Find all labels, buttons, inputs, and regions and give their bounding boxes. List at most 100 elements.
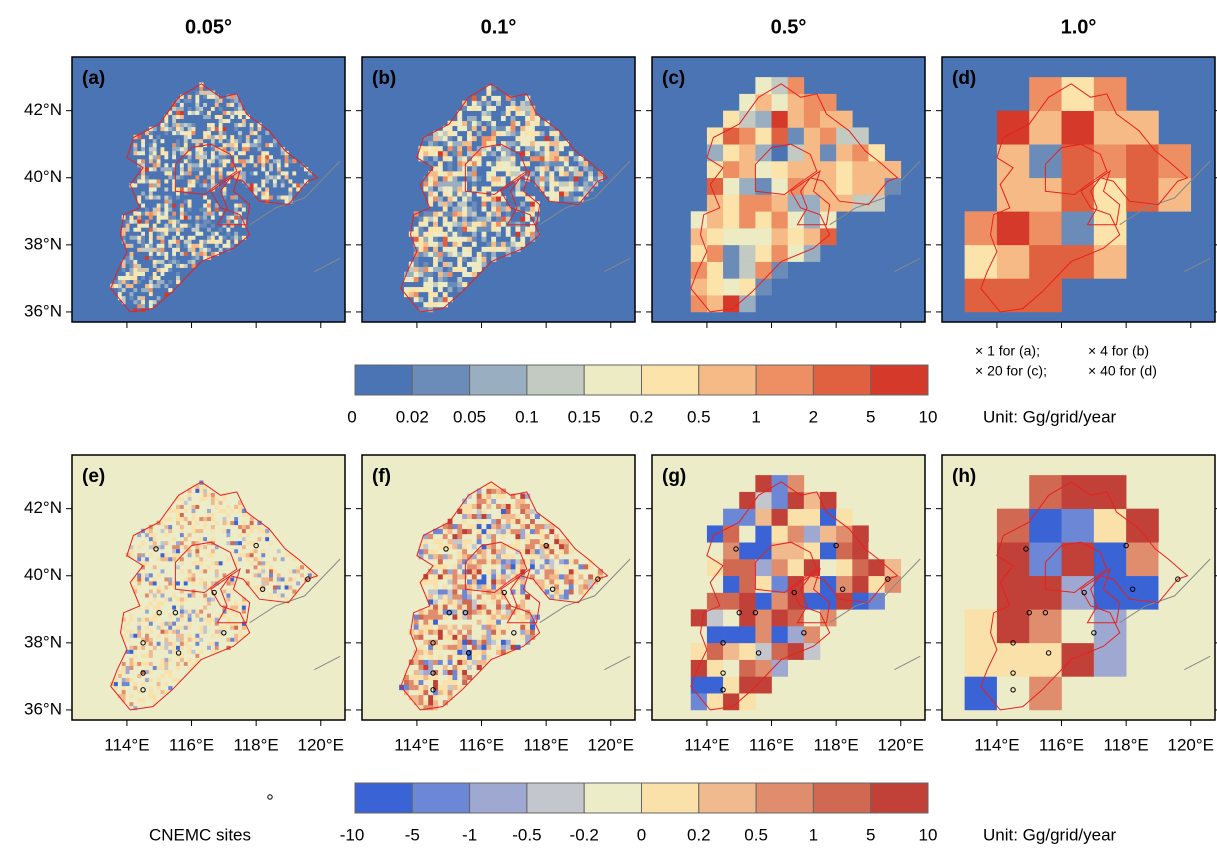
grid-cell <box>117 267 123 272</box>
grid-cell <box>125 223 130 228</box>
grid-cell <box>452 160 458 167</box>
grid-cell <box>272 589 278 594</box>
grid-cell <box>160 629 165 634</box>
grid-cell <box>160 665 165 670</box>
grid-cell <box>238 601 243 606</box>
grid-cell <box>471 256 477 262</box>
grid-cell <box>442 301 448 308</box>
grid-cell <box>199 609 204 614</box>
grid-cell <box>156 528 161 534</box>
grid-cell <box>554 166 560 172</box>
grid-cell <box>288 187 293 192</box>
grid-cell <box>241 211 247 216</box>
grid-cell <box>276 163 282 168</box>
grid-cell <box>187 114 192 120</box>
grid-cell <box>457 548 463 555</box>
grid-cell <box>218 239 223 244</box>
grid-cell <box>183 134 188 140</box>
grid-cell <box>530 166 536 172</box>
grid-cell <box>218 548 223 554</box>
grid-cell <box>137 150 142 156</box>
grid-cell <box>500 619 507 625</box>
grid-cell <box>457 538 463 545</box>
grid-cell <box>168 287 173 293</box>
grid-cell <box>568 181 574 187</box>
grid-cell <box>141 247 146 252</box>
grid-cell <box>452 523 458 530</box>
grid-cell <box>462 216 468 222</box>
grid-cell <box>152 287 157 293</box>
grid-cell <box>261 556 266 562</box>
grid-cell <box>284 585 289 590</box>
grid-cell <box>462 115 468 122</box>
grid-cell <box>238 565 243 570</box>
grid-cell <box>433 231 439 237</box>
grid-cell <box>226 110 231 115</box>
grid-cell <box>172 516 177 522</box>
grid-cell <box>203 492 208 497</box>
grid-cell <box>505 231 511 237</box>
grid-cell <box>160 689 165 695</box>
grid-cell <box>137 637 142 642</box>
grid-cell <box>203 585 208 590</box>
grid-cell <box>245 146 250 152</box>
grid-cell <box>505 115 511 122</box>
grid-cell <box>241 146 247 152</box>
grid-cell <box>257 158 262 164</box>
grid-cell <box>486 100 492 106</box>
grid-cell <box>253 536 258 542</box>
grid-cell <box>179 259 185 264</box>
grid-cell <box>191 211 196 216</box>
grid-cell <box>257 187 262 192</box>
grid-cell <box>238 146 243 152</box>
grid-cell <box>433 286 439 293</box>
grid-cell <box>179 569 185 574</box>
grid-cell <box>168 223 173 228</box>
grid-cell <box>261 150 266 156</box>
grid-cell <box>129 235 134 240</box>
grid-cell <box>442 246 448 252</box>
grid-cell <box>272 183 278 188</box>
grid-cell <box>195 150 200 156</box>
grid-cell <box>597 176 603 182</box>
grid-cell <box>214 500 219 505</box>
grid-cell <box>510 105 516 111</box>
grid-cell <box>481 246 487 252</box>
grid-cell <box>199 645 204 650</box>
grid-cell <box>413 659 419 665</box>
grid-cell <box>467 105 473 111</box>
grid-cell <box>265 167 270 172</box>
grid-cell <box>176 239 181 244</box>
grid-cell <box>530 130 536 137</box>
grid-cell <box>447 619 453 625</box>
grid-cell <box>214 118 219 124</box>
lat-label: 42°N <box>24 498 62 517</box>
grid-cell <box>467 216 473 222</box>
grid-cell <box>433 155 439 162</box>
grid-cell <box>249 520 254 526</box>
grid-cell <box>218 102 223 107</box>
grid-cell <box>203 484 208 489</box>
grid-cell <box>505 513 511 520</box>
grid-cell <box>505 100 511 106</box>
grid-cell <box>288 593 293 598</box>
region-boundary <box>174 143 238 196</box>
grid-cell <box>288 556 293 562</box>
grid-cell <box>152 279 157 285</box>
grid-cell <box>187 227 192 232</box>
grid-cell <box>496 251 502 257</box>
grid-cell <box>133 621 138 626</box>
grid-cell <box>176 279 181 285</box>
grid-cell <box>222 496 227 501</box>
grid-cell <box>218 231 223 236</box>
grid-cell <box>284 548 289 554</box>
grid-cell <box>238 561 243 566</box>
grid-cell <box>168 520 173 526</box>
grid-cell <box>172 504 177 509</box>
grid-cell <box>125 621 130 626</box>
grid-cell <box>207 102 212 107</box>
grid-cell <box>210 207 216 212</box>
grid-cell <box>280 146 285 152</box>
grid-cell <box>486 181 492 187</box>
grid-cell <box>218 645 223 650</box>
